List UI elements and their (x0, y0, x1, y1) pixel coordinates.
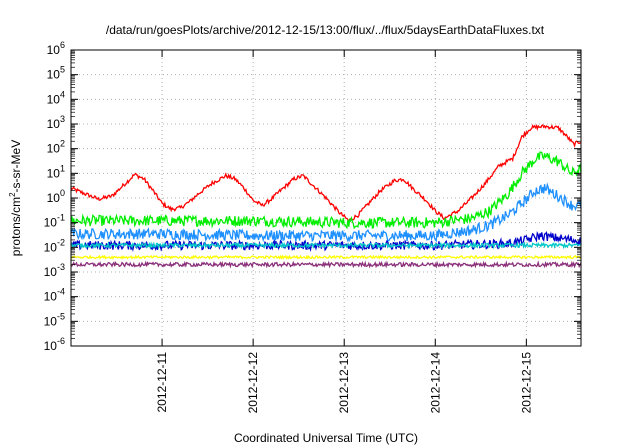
x-tick-label: 2012-12-12 (246, 352, 260, 414)
series-line-3 (70, 230, 582, 253)
x-tick-label: 2012-12-14 (428, 352, 442, 414)
series-lines (70, 123, 582, 269)
y-tick-label: 101 (47, 163, 65, 180)
y-tick-label: 10-2 (44, 237, 65, 254)
y-tick-label: 106 (47, 40, 65, 57)
y-ticks: 10-6 10-5 10-4 10-3 10-2 10-1 100 101 102 103 104 1… (44, 40, 581, 353)
x-axis-label: Coordinated Universal Time (UTC) (234, 431, 418, 445)
y-tick-label: 10-5 (44, 311, 65, 328)
series-line-4 (70, 241, 582, 250)
y-tick-label: 105 (47, 65, 65, 82)
chart-title: /data/run/goesPlots/archive/2012-12-15/1… (106, 23, 545, 37)
series-line-6 (71, 260, 582, 269)
x-tick-label: 2012-12-11 (155, 352, 169, 413)
y-tick-label: 100 (47, 188, 65, 205)
y-axis-label-sup: 2 (8, 192, 17, 197)
y-tick-label: 10-1 (44, 213, 65, 230)
y-axis-label: protons/cm2-s-sr-MeV (8, 140, 23, 256)
x-ticks: 2012-12-11 2012-12-12 2012-12-13 2012-12-14… (155, 50, 533, 413)
y-tick-label: 103 (47, 114, 65, 131)
series-line-5 (70, 254, 582, 260)
y-tick-label: 104 (47, 89, 65, 106)
y-tick-label: 10-3 (44, 262, 65, 279)
series-line-0 (70, 123, 582, 222)
x-tick-label: 2012-12-13 (337, 352, 351, 414)
y-axis-label-rest: -s-sr-MeV (9, 140, 23, 193)
x-tick-label: 2012-12-15 (519, 352, 533, 414)
y-tick-label: 10-4 (44, 287, 65, 304)
y-tick-label: 102 (47, 139, 65, 156)
series-line-1 (70, 151, 582, 230)
y-tick-label: 10-6 (44, 336, 65, 353)
y-axis-label-main: protons/cm (9, 197, 23, 256)
series-line-2 (70, 182, 582, 243)
